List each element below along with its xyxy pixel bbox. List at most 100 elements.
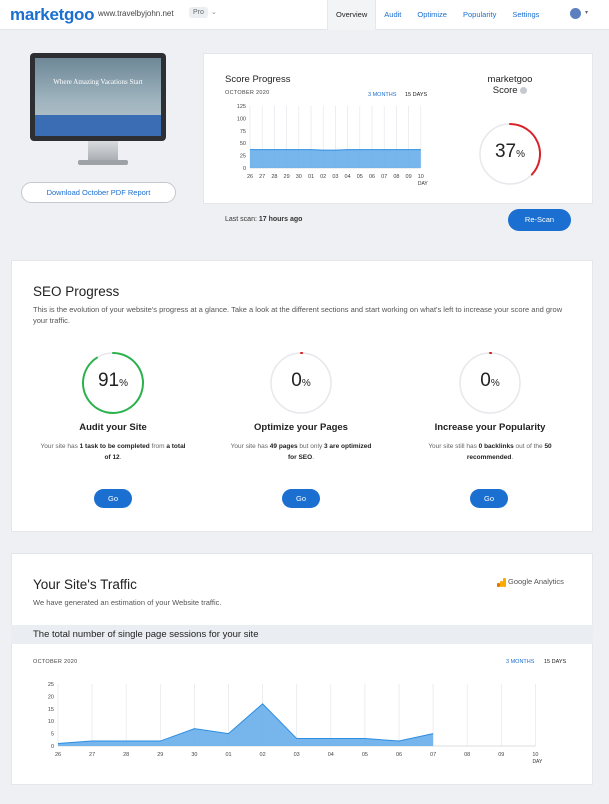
y-tick-label: 75 — [240, 129, 246, 135]
y-tick-label: 5 — [51, 732, 54, 738]
nav-optimize[interactable]: Optimize — [417, 10, 447, 19]
range-15-days[interactable]: 15 DAYS — [405, 92, 428, 98]
area-fill — [58, 703, 434, 746]
range-3-months[interactable]: 3 MONTHS — [368, 92, 397, 98]
optimize-description: Your site has 49 pages but only 3 are op… — [230, 443, 372, 461]
y-tick-label: 15 — [48, 707, 54, 713]
optimize-go-button[interactable]: Go — [282, 489, 320, 508]
y-tick-label: 100 — [237, 116, 246, 122]
x-tick-label: 28 — [271, 174, 277, 180]
y-tick-label: 125 — [237, 104, 246, 110]
x-tick-label: 29 — [284, 174, 290, 180]
x-tick-label: 07 — [430, 752, 436, 758]
info-icon[interactable] — [520, 86, 528, 94]
x-tick-label: 26 — [55, 752, 61, 758]
y-axis-title: SCORE — [228, 100, 246, 102]
x-tick-label: 06 — [396, 752, 402, 758]
chevron-down-icon[interactable]: ▾ — [585, 10, 589, 16]
audit-description: Your site has 1 task to be completed fro… — [40, 443, 186, 461]
series-line — [57, 703, 434, 745]
monitor-stand — [88, 141, 118, 161]
x-tick-label: 27 — [89, 752, 95, 758]
monitor-base — [78, 160, 128, 165]
x-tick-label: 01 — [308, 174, 314, 180]
score-progress-chart: SCORE 0 25 50 75 100 125 26 27 28 29 30 01 02 03 04 05 06… — [228, 100, 429, 187]
x-tick-label: 02 — [320, 174, 326, 180]
traffic-range-15-days[interactable]: 15 DAYS — [544, 659, 567, 665]
x-tick-label: 07 — [381, 174, 387, 180]
traffic-subtitle-bar — [11, 625, 593, 644]
traffic-subtitle: The total number of single page sessions… — [33, 629, 259, 640]
chevron-down-icon[interactable]: ⌄ — [211, 9, 217, 16]
x-tick-label: 27 — [259, 174, 265, 180]
audit-go-button[interactable]: Go — [94, 489, 132, 508]
audit-gauge — [82, 352, 144, 414]
x-tick-label: 10 — [532, 752, 538, 758]
preview-headline: Where Amazing Vacations Start — [53, 78, 143, 86]
popularity-gauge — [459, 351, 521, 414]
y-tick-label: 20 — [48, 694, 54, 700]
traffic-title: Your Site's Traffic — [33, 577, 137, 592]
marketgoo-score-title: marketgoo Score — [487, 74, 533, 96]
score-period: OCTOBER 2020 — [225, 90, 270, 96]
y-tick-label: 0 — [51, 744, 54, 750]
x-tick-label: 05 — [362, 752, 368, 758]
score-gauge — [479, 123, 541, 185]
x-tick-label: 05 — [357, 174, 363, 180]
x-tick-label: 03 — [294, 752, 300, 758]
popularity-score: 0% — [480, 370, 500, 391]
user-avatar-icon[interactable] — [570, 8, 581, 19]
site-selector[interactable]: www.travelbyjohn.net — [98, 9, 174, 18]
seo-progress-description: This is the evolution of your website's … — [33, 305, 563, 325]
rescan-button[interactable]: Re-Scan — [508, 209, 571, 231]
x-tick-label: 08 — [393, 174, 399, 180]
gauge-arc — [82, 352, 144, 414]
x-tick-label: 30 — [296, 174, 302, 180]
site-preview-monitor: Where Amazing Vacations Start — [30, 53, 166, 141]
marketgoo-logo[interactable]: marketgoo — [10, 5, 95, 24]
x-tick-label: 06 — [369, 174, 375, 180]
x-tick-label: 09 — [498, 752, 504, 758]
y-tick-label: 0 — [243, 166, 246, 172]
x-tick-label: 30 — [191, 752, 197, 758]
traffic-period: OCTOBER 2020 — [33, 659, 78, 665]
x-tick-label: 01 — [225, 752, 231, 758]
traffic-chart: SESSIONS05101520252627282930010203040506… — [28, 678, 543, 765]
popularity-title: Increase your Popularity — [434, 422, 546, 433]
popularity-go-button[interactable]: Go — [470, 489, 508, 508]
google-analytics-icon — [497, 577, 506, 587]
nav-settings[interactable]: Settings — [512, 10, 540, 19]
seo-progress-title: SEO Progress — [33, 284, 120, 299]
x-tick-label: 26 — [247, 174, 253, 180]
site-preview-screenshot: Where Amazing Vacations Start — [35, 58, 161, 136]
nav-overview[interactable]: Overview — [327, 0, 377, 30]
x-tick-label: 28 — [123, 752, 129, 758]
score-progress-title: Score Progress — [225, 74, 291, 85]
optimize-title: Optimize your Pages — [254, 422, 348, 433]
nav-audit[interactable]: Audit — [384, 10, 402, 19]
score-value: 37% — [494, 141, 526, 162]
last-scan: Last scan: 17 hours ago — [225, 216, 303, 223]
y-axis-title: SESSIONS — [28, 678, 54, 680]
x-tick-label: 09 — [406, 174, 412, 180]
x-tick-label: 29 — [157, 752, 163, 758]
audit-title: Audit your Site — [79, 422, 147, 433]
area-fill — [250, 149, 421, 168]
x-axis-title: DAY — [418, 181, 429, 187]
plan-badge: Pro — [189, 7, 208, 18]
x-tick-label: 02 — [260, 752, 266, 758]
traffic-range-3-months[interactable]: 3 MONTHS — [506, 659, 535, 665]
nav-popularity[interactable]: Popularity — [462, 10, 497, 19]
x-tick-label: 04 — [345, 174, 351, 180]
optimize-score: 0% — [291, 370, 311, 391]
gauge-arc — [509, 123, 541, 176]
x-tick-label: 04 — [328, 752, 334, 758]
x-tick-label: 08 — [464, 752, 470, 758]
y-tick-label: 25 — [48, 682, 54, 688]
download-report-button[interactable]: Download October PDF Report — [21, 182, 176, 203]
y-tick-label: 50 — [240, 141, 246, 147]
y-tick-label: 10 — [48, 719, 54, 725]
x-axis-title: DAY — [532, 759, 543, 765]
traffic-description: We have generated an estimation of your … — [33, 598, 222, 607]
y-tick-label: 25 — [240, 154, 246, 160]
